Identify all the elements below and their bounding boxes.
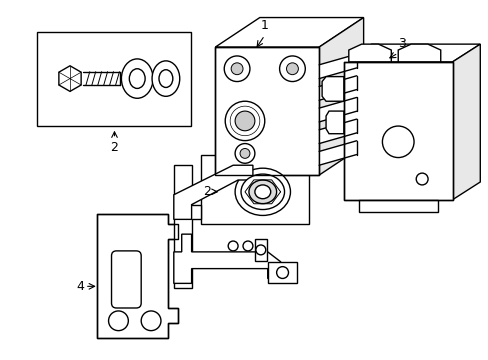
Text: 2: 2 — [110, 141, 118, 154]
Ellipse shape — [129, 69, 145, 89]
Ellipse shape — [248, 180, 276, 204]
Bar — [82, 72, 120, 85]
Polygon shape — [215, 18, 363, 47]
Circle shape — [141, 311, 161, 330]
Circle shape — [279, 56, 305, 82]
Polygon shape — [319, 141, 356, 165]
Circle shape — [231, 63, 243, 75]
Circle shape — [228, 241, 238, 251]
Polygon shape — [348, 44, 390, 62]
Ellipse shape — [159, 70, 172, 87]
Ellipse shape — [241, 174, 284, 210]
Text: 3: 3 — [397, 37, 405, 50]
Bar — [267, 262, 297, 283]
Polygon shape — [325, 111, 343, 134]
Polygon shape — [319, 18, 363, 175]
Polygon shape — [343, 44, 479, 62]
Polygon shape — [319, 98, 356, 122]
Circle shape — [276, 267, 288, 278]
Polygon shape — [358, 200, 437, 212]
Ellipse shape — [235, 168, 290, 215]
Circle shape — [240, 148, 249, 158]
Bar — [37, 32, 190, 126]
Polygon shape — [319, 76, 356, 100]
Polygon shape — [343, 62, 452, 200]
Polygon shape — [397, 44, 440, 62]
Polygon shape — [173, 165, 201, 288]
Bar — [254, 239, 266, 261]
Polygon shape — [173, 234, 280, 283]
Circle shape — [255, 245, 265, 255]
Polygon shape — [97, 215, 178, 338]
Circle shape — [224, 56, 249, 82]
Polygon shape — [319, 119, 356, 144]
Polygon shape — [173, 165, 252, 219]
Ellipse shape — [152, 61, 180, 96]
Circle shape — [235, 111, 254, 131]
Circle shape — [382, 126, 413, 158]
Ellipse shape — [254, 185, 270, 199]
FancyBboxPatch shape — [111, 251, 141, 308]
Text: 2: 2 — [203, 185, 211, 198]
Circle shape — [286, 63, 298, 75]
Polygon shape — [215, 47, 319, 175]
Ellipse shape — [121, 59, 153, 98]
Circle shape — [415, 173, 427, 185]
Polygon shape — [319, 54, 356, 78]
Circle shape — [225, 101, 264, 141]
Polygon shape — [452, 44, 479, 200]
Text: 4: 4 — [76, 280, 83, 293]
Text: 1: 1 — [260, 19, 268, 32]
Bar — [200, 156, 308, 224]
Circle shape — [108, 311, 128, 330]
Circle shape — [235, 144, 254, 163]
Polygon shape — [59, 66, 81, 91]
Circle shape — [243, 241, 252, 251]
Polygon shape — [322, 77, 343, 101]
